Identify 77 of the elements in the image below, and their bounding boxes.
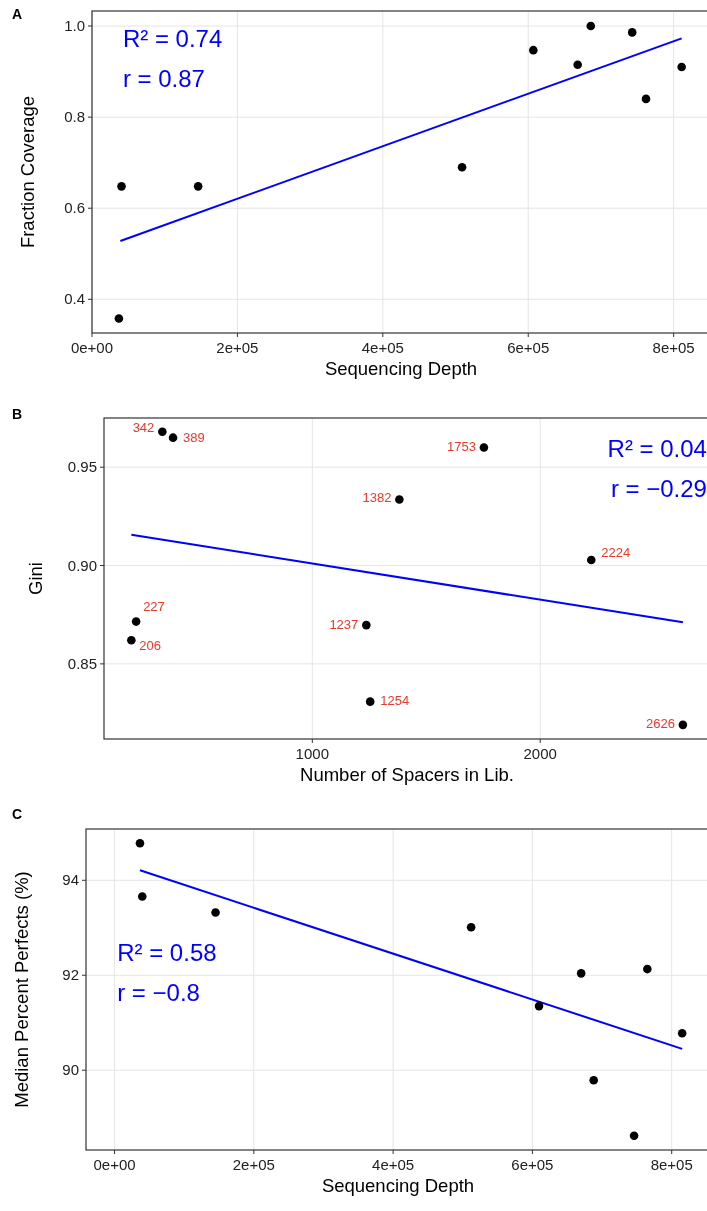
point — [117, 182, 126, 191]
y-axis-title: Fraction Coverage — [17, 95, 38, 249]
chart-title: C — [12, 806, 23, 822]
x-tick-label: 8e+05 — [650, 1156, 693, 1173]
x-axis-title: Sequencing Depth — [321, 1175, 475, 1196]
point — [135, 838, 145, 848]
x-tick-label: 2e+05 — [216, 339, 259, 356]
chart-title: A — [12, 6, 23, 22]
point — [365, 697, 375, 706]
annotation: 389 — [183, 429, 205, 445]
point — [586, 555, 596, 565]
x-tick-label: 8e+05 — [652, 339, 695, 356]
x-tick-label: 1000 — [295, 745, 329, 762]
y-axis-title: Median Percent Perfects (%) — [11, 871, 32, 1108]
y-tick-label: 0.6 — [64, 199, 85, 217]
annotation: 2626 — [645, 715, 675, 731]
point — [586, 21, 596, 31]
annotation: 1382 — [362, 490, 392, 506]
x-tick-label: 6e+05 — [511, 1156, 554, 1173]
x-tick-label: 0e+00 — [93, 1156, 136, 1173]
point — [114, 314, 124, 323]
x-axis-title: Sequencing Depth — [324, 358, 478, 379]
point — [193, 182, 203, 191]
y-tick-label: 0.95 — [67, 458, 97, 476]
point — [534, 1001, 544, 1011]
point — [168, 433, 178, 442]
annotation: 1254 — [380, 692, 410, 708]
point — [479, 443, 489, 452]
point — [211, 908, 220, 917]
annotation: 227 — [143, 598, 165, 614]
annotation: 2224 — [601, 545, 631, 561]
y-axis-title: Gini — [25, 562, 46, 595]
point — [529, 45, 538, 55]
x-tick-label: 0e+00 — [70, 339, 114, 356]
y-tick-label: 0.8 — [64, 108, 85, 126]
annotation: r = 0.87 — [122, 64, 205, 92]
y-tick-label: 90 — [62, 1061, 79, 1079]
point — [641, 94, 651, 104]
x-tick-label: 2000 — [523, 745, 557, 762]
x-tick-label: 6e+05 — [507, 339, 550, 356]
annotation: r = −0.8 — [117, 978, 200, 1006]
annotation: R² = 0.74 — [122, 24, 223, 52]
annotation: R² = 0.04 — [607, 434, 707, 462]
x-tick-label: 2e+05 — [232, 1156, 275, 1173]
annotation: r = −0.29 — [610, 474, 707, 502]
annotation: 1237 — [329, 617, 359, 633]
point — [677, 62, 686, 72]
y-tick-label: 0.85 — [67, 654, 97, 672]
point — [127, 635, 136, 645]
annotation: 206 — [139, 638, 162, 654]
chart-title: B — [12, 406, 23, 422]
point — [677, 1028, 687, 1038]
annotation: R² = 0.58 — [117, 938, 217, 966]
point — [158, 427, 167, 437]
y-tick-label: 0.4 — [64, 290, 85, 308]
y-tick-label: 94 — [62, 871, 79, 889]
y-tick-label: 92 — [62, 966, 79, 984]
point — [137, 892, 147, 901]
point — [643, 964, 652, 974]
x-tick-label: 4e+05 — [361, 339, 404, 356]
point — [457, 162, 467, 172]
point — [629, 1131, 639, 1141]
annotation: 342 — [132, 419, 155, 435]
x-tick-label: 4e+05 — [372, 1156, 415, 1173]
point — [678, 720, 688, 730]
point — [573, 60, 582, 70]
point — [589, 1075, 598, 1085]
point — [466, 922, 476, 932]
point — [395, 495, 404, 504]
point — [131, 617, 141, 626]
annotation: 1753 — [447, 438, 476, 454]
y-tick-label: 1.0 — [64, 17, 85, 35]
x-axis-title: Number of Spacers in Lib. — [300, 764, 514, 785]
point — [627, 28, 637, 37]
point — [362, 620, 371, 630]
point — [576, 969, 586, 978]
y-tick-label: 0.90 — [67, 556, 97, 574]
